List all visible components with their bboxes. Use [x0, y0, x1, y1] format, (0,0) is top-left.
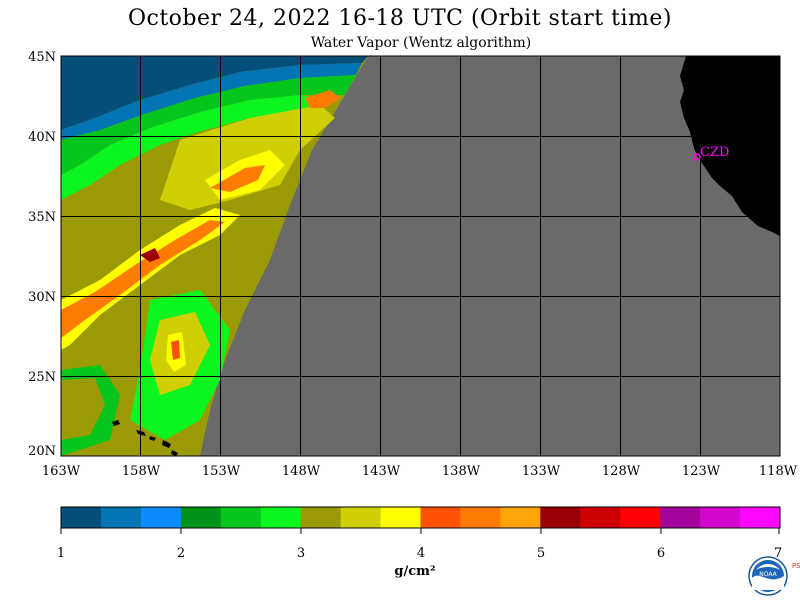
svg-text:NOAA: NOAA — [759, 571, 777, 578]
colorbar-units: g/cm² — [394, 564, 436, 579]
lon-label: 133W — [522, 464, 561, 479]
lon-label: 118W — [759, 464, 798, 479]
colorbar-tick-label: 6 — [657, 546, 665, 561]
colorbar-tick-label: 3 — [297, 546, 305, 561]
colorbar-swatch — [620, 507, 661, 528]
map-frame — [60, 55, 781, 457]
colorbar-swatch — [100, 507, 142, 528]
station-marker — [693, 153, 701, 161]
station-label: CZD — [700, 145, 729, 160]
latitude-labels: 45N 40N 35N 30N 25N 20N — [28, 50, 56, 459]
colorbar-tick-label: 7 — [774, 546, 782, 561]
zone-south-orange — [171, 340, 180, 360]
zone-orange-upper — [210, 165, 265, 192]
colorbar-swatch — [740, 507, 781, 528]
lon-label: 158W — [122, 464, 161, 479]
lat-label: 30N — [28, 290, 56, 305]
lon-label: 143W — [362, 464, 401, 479]
colorbar-swatch — [140, 507, 182, 528]
colorbar-tick-label: 4 — [417, 546, 425, 561]
lat-label: 35N — [28, 210, 56, 225]
colorbar-swatch — [380, 507, 421, 528]
lon-label: 123W — [682, 464, 721, 479]
map-plot-area — [61, 56, 780, 456]
colorbar-swatch — [700, 507, 741, 528]
colorbar-swatch — [180, 507, 222, 528]
noaa-logo-icon: NOAA — [748, 556, 788, 596]
river-orange — [61, 220, 225, 338]
page-title: October 24, 2022 16-18 UTC (Orbit start … — [127, 6, 672, 31]
lat-label: 40N — [28, 130, 56, 145]
lon-label: 148W — [282, 464, 321, 479]
lat-label: 25N — [28, 370, 56, 385]
dry-zone-dark — [61, 56, 368, 130]
colorbar-swatch — [220, 507, 262, 528]
psl-text: PSL — [792, 562, 800, 570]
zone-southwest-olive — [61, 378, 105, 440]
lon-label: 138W — [442, 464, 481, 479]
colorbar-swatch — [300, 507, 342, 528]
colorbar-swatch — [500, 507, 541, 528]
lat-label: 20N — [28, 444, 56, 459]
lon-label: 163W — [42, 464, 81, 479]
zone-green — [61, 75, 356, 175]
colorbar-swatch — [540, 507, 581, 528]
hawaii-islands — [112, 420, 178, 456]
river-yellow — [61, 208, 240, 350]
colorbar-swatch — [340, 507, 382, 528]
longitude-labels: 163W 158W 153W 148W 143W 138W 133W 128W … — [42, 464, 798, 479]
lon-label: 128W — [602, 464, 641, 479]
zone-bright-green — [61, 95, 330, 200]
colorbar-tick-label: 1 — [57, 546, 65, 561]
colorbar-swatch — [660, 507, 701, 528]
colorbar-swatch — [61, 507, 102, 528]
dry-zone-blue — [61, 63, 362, 140]
colorbar — [60, 506, 781, 534]
colorbar-tick-label: 2 — [177, 546, 185, 561]
colorbar-swatch — [460, 507, 501, 528]
grid-lines — [61, 56, 780, 456]
colorbar-ticks: 1 2 3 4 5 6 7 — [57, 546, 782, 561]
page-subtitle: Water Vapor (Wentz algorithm) — [310, 35, 532, 51]
colorbar-swatch — [580, 507, 621, 528]
colorbar-swatch — [260, 507, 302, 528]
zone-orange-top — [305, 90, 340, 108]
north-america-land — [680, 56, 780, 236]
colorbar-tick-label: 5 — [537, 546, 545, 561]
lat-label: 45N — [28, 50, 56, 65]
lon-label: 153W — [202, 464, 241, 479]
river-red — [140, 248, 160, 262]
colorbar-swatch — [420, 507, 461, 528]
